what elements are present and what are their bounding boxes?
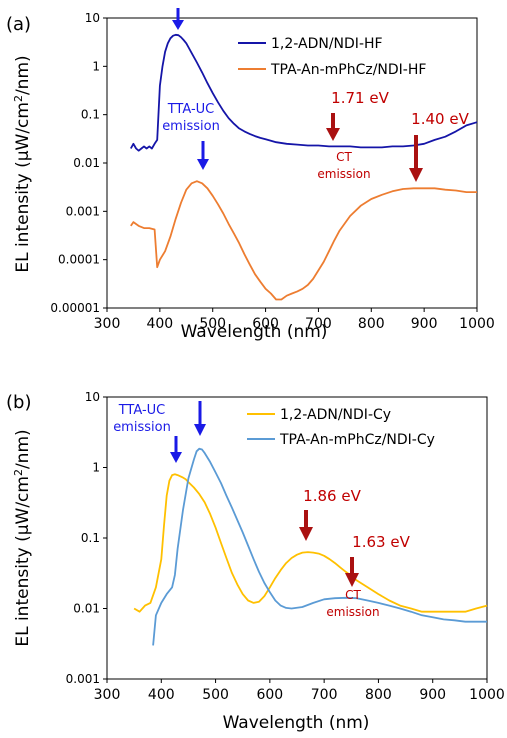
panel-b-y-axis-label-prefix: EL intensity (μW/cm bbox=[13, 476, 33, 647]
panel-b-x-tick-label-2: 500 bbox=[202, 687, 229, 703]
panel-a-series-line-1 bbox=[130, 180, 477, 301]
panel-a-legend-label-1: TPA-An-mPhCz/NDI-HF bbox=[270, 62, 426, 78]
panel-b-x-tick-label-0: 300 bbox=[94, 687, 121, 703]
panel-a-tta-label-line2: emission bbox=[162, 119, 220, 134]
panel-a-ct-label-line2: emission bbox=[317, 167, 370, 181]
panel-a-y-tick-label-6: 10 bbox=[85, 11, 100, 25]
panel-a-y-tick-label-5: 1 bbox=[92, 59, 100, 73]
panel-a-y-axis-label-prefix: EL intensity (μW/cm bbox=[13, 102, 33, 273]
panel-b-arrow-blue-1 bbox=[170, 436, 182, 463]
panel-a-x-tick-label-4: 700 bbox=[305, 316, 332, 332]
panel-a-tta-label-line1: TTA-UC bbox=[167, 102, 215, 117]
panel-a-y-axis-label: EL intensity (μW/cm2/nm) bbox=[12, 55, 33, 272]
panel-a-x-tick-label-7: 1000 bbox=[459, 316, 495, 332]
panel-a-arrow-blue-tta bbox=[197, 141, 209, 170]
panel-a-x-tick-label-0: 300 bbox=[94, 316, 121, 332]
panel-b-arrow-red-1 bbox=[299, 510, 313, 541]
panel-a-legend: 1,2-ADN/NDI-HF TPA-An-mPhCz/NDI-HF bbox=[238, 36, 426, 78]
panel-a-annotations: TTA-UC emission 1.71 eV CT emission 1.40… bbox=[162, 8, 470, 182]
panel-a-ct-label-line1: CT bbox=[336, 150, 352, 164]
panel-a-series-line-0 bbox=[130, 33, 478, 152]
panel-b-x-ticks: 300 400 500 600 700 800 900 1000 bbox=[94, 679, 505, 703]
panel-a-x-axis-label: Wavelength (nm) bbox=[181, 322, 328, 342]
panel-b-legend: 1,2-ADN/NDI-Cy TPA-An-mPhCz/NDI-Cy bbox=[247, 407, 435, 448]
panel-b-y-axis-label-suffix: /nm) bbox=[13, 429, 33, 469]
panel-a-series bbox=[130, 33, 478, 301]
panel-b-x-tick-label-5: 800 bbox=[365, 687, 392, 703]
panel-a-y-tick-label-3: 0.01 bbox=[73, 156, 100, 170]
panel-b-series-line-0 bbox=[133, 473, 488, 613]
panel-a-energy-label-1: 1.71 eV bbox=[331, 89, 389, 107]
panel-a-x-tick-label-2: 500 bbox=[199, 316, 226, 332]
panel-a-legend-label-0: 1,2-ADN/NDI-HF bbox=[271, 36, 383, 52]
panel-b-y-axis-label-sup: 2 bbox=[12, 469, 25, 476]
panel-a-x-tick-label-6: 900 bbox=[411, 316, 438, 332]
panel-b-x-axis-label: Wavelength (nm) bbox=[223, 713, 370, 733]
panel-a-x-tick-label-1: 400 bbox=[146, 316, 173, 332]
panel-a-arrow-blue-top bbox=[172, 8, 184, 30]
panel-b-legend-label-0: 1,2-ADN/NDI-Cy bbox=[280, 407, 391, 423]
panel-b-x-tick-label-1: 400 bbox=[148, 687, 175, 703]
panel-b-series-line-1 bbox=[152, 447, 487, 646]
panel-a-arrow-red-2 bbox=[409, 135, 423, 182]
panel-b-x-tick-label-4: 700 bbox=[311, 687, 338, 703]
panel-b-arrow-red-2 bbox=[345, 557, 359, 587]
panel-a-label: (a) bbox=[6, 14, 31, 35]
panel-a-y-tick-label-4: 0.1 bbox=[81, 108, 100, 122]
panel-b-series bbox=[133, 447, 488, 646]
panel-b-label: (b) bbox=[6, 392, 31, 413]
panel-a-arrow-red-1 bbox=[326, 113, 340, 141]
panel-a-y-tick-label-0: 0.00001 bbox=[50, 301, 100, 315]
panel-b-energy-label-2: 1.63 eV bbox=[352, 533, 410, 551]
panel-b-x-tick-label-7: 1000 bbox=[469, 687, 505, 703]
panel-b-y-tick-label-4: 10 bbox=[85, 390, 100, 404]
panel-a-x-tick-label-5: 800 bbox=[358, 316, 385, 332]
panel-b-y-tick-label-1: 0.01 bbox=[73, 602, 100, 616]
panel-a-plot-area: 0.00001 0.0001 0.001 0.01 0.1 1 10 300 400 500 60… bbox=[50, 11, 494, 332]
panel-a: (a) 0.00001 0.0001 0.001 0.01 0.1 1 10 300 400 5… bbox=[6, 8, 495, 342]
panel-a-y-axis-label-suffix: /nm) bbox=[13, 55, 33, 95]
panel-b-annotations: TTA-UC emission 1.86 eV 1.63 eV CT emiss… bbox=[113, 401, 411, 619]
panel-b-y-tick-label-3: 1 bbox=[92, 461, 100, 475]
panel-a-energy-label-2: 1.40 eV bbox=[411, 110, 469, 128]
panel-b-y-tick-label-2: 0.1 bbox=[81, 531, 100, 545]
panel-b-ct-label-line1: CT bbox=[345, 588, 361, 602]
panel-a-y-axis-label-sup: 2 bbox=[12, 95, 25, 102]
panel-a-y-tick-label-1: 0.0001 bbox=[58, 253, 100, 267]
panel-b-y-axis-label: EL intensity (μW/cm2/nm) bbox=[12, 429, 33, 646]
panel-b-energy-label-1: 1.86 eV bbox=[303, 487, 361, 505]
panel-b: (b) 0.001 0.01 0.1 1 10 300 400 500 600 700 800 90… bbox=[6, 390, 505, 733]
panel-b-ct-label-line2: emission bbox=[326, 605, 379, 619]
panel-b-y-tick-label-0: 0.001 bbox=[66, 672, 100, 686]
panel-b-x-tick-label-3: 600 bbox=[256, 687, 283, 703]
panel-a-x-ticks: 300 400 500 600 700 800 900 1000 bbox=[94, 308, 495, 332]
panel-b-tta-label-line1: TTA-UC bbox=[118, 403, 166, 418]
panel-a-y-tick-label-2: 0.001 bbox=[66, 204, 100, 218]
panel-b-x-tick-label-6: 900 bbox=[419, 687, 446, 703]
panel-a-y-ticks: 0.00001 0.0001 0.001 0.01 0.1 1 10 bbox=[50, 11, 107, 315]
panel-b-legend-label-1: TPA-An-mPhCz/NDI-Cy bbox=[279, 432, 435, 448]
panel-b-arrow-blue-2 bbox=[194, 401, 206, 436]
panel-b-tta-label-line2: emission bbox=[113, 420, 171, 435]
panel-b-y-ticks: 0.001 0.01 0.1 1 10 bbox=[66, 390, 107, 686]
panel-a-x-tick-label-3: 600 bbox=[252, 316, 279, 332]
panel-b-plot-area: 0.001 0.01 0.1 1 10 300 400 500 600 700 800 900 100… bbox=[66, 390, 505, 703]
